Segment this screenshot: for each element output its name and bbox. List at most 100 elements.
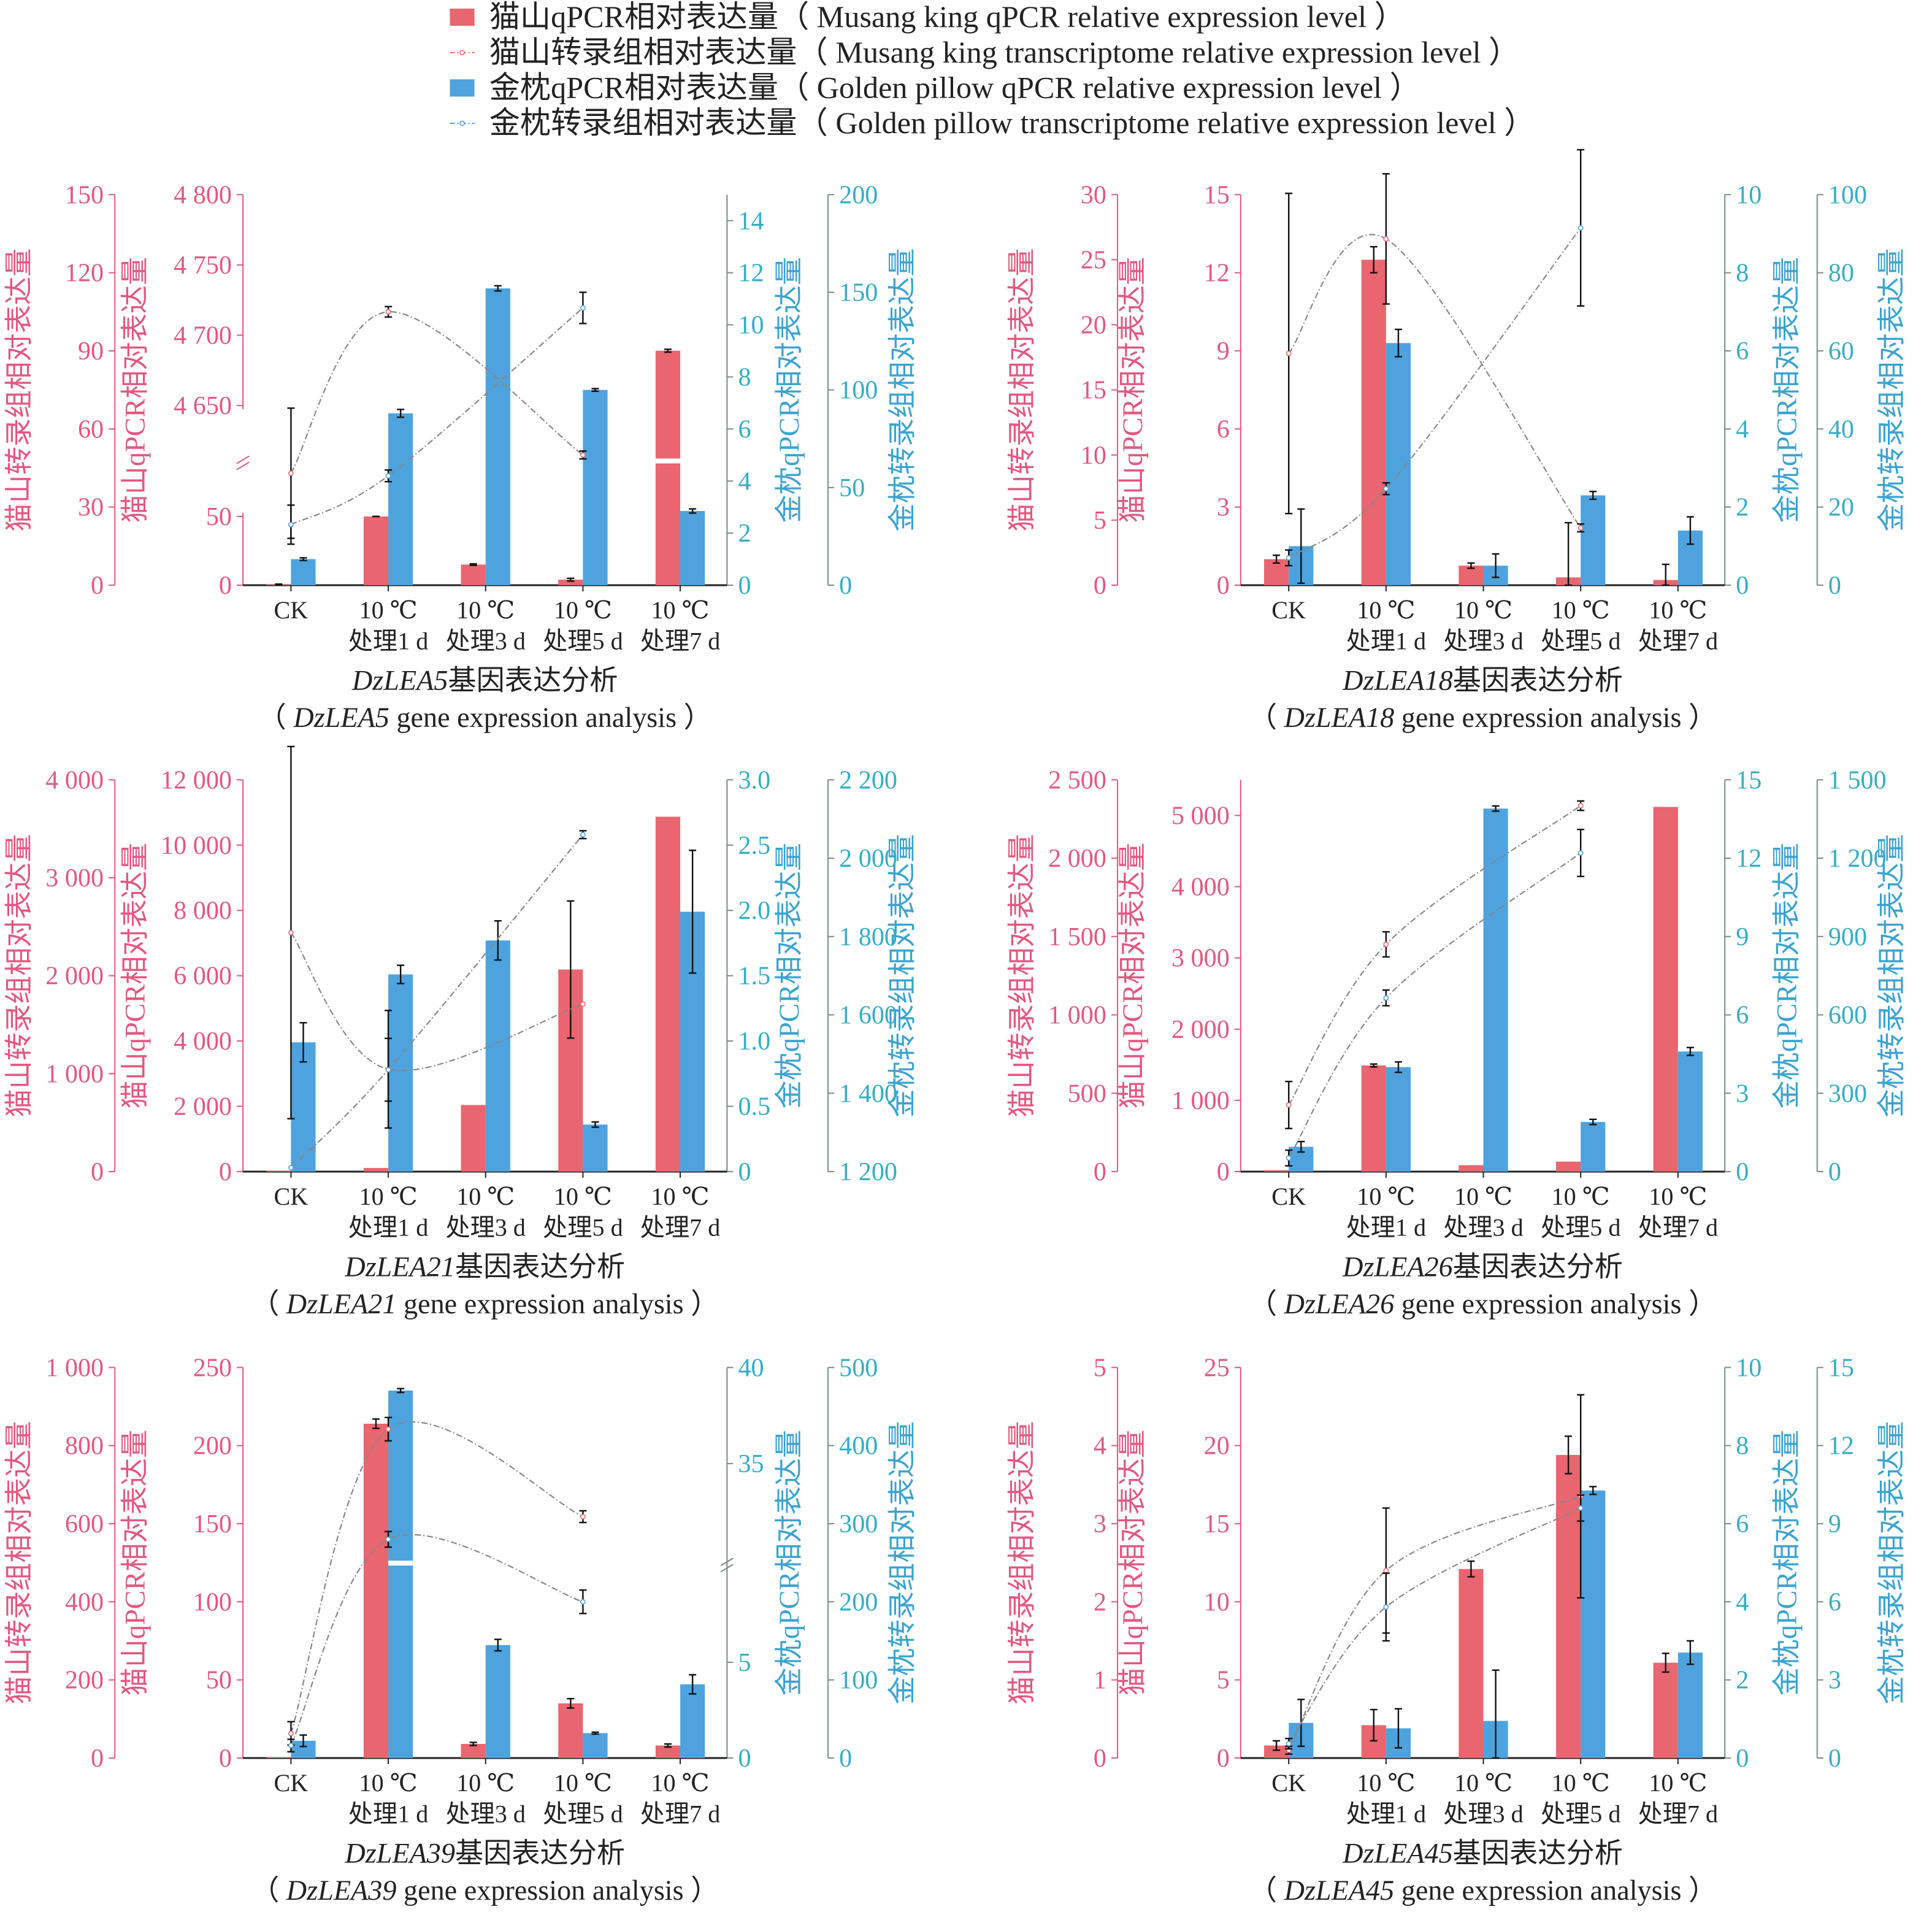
tick-label: 1.5 bbox=[738, 962, 770, 991]
panel-DzLEA18: 051015202530猫山转录组相对表达量03691215猫山qPCR相对表达… bbox=[1006, 148, 1907, 733]
axis-gp-trans: 1 200 1 400 1 600 1 800 2 000 2 200 金枕转录组相对表达量 bbox=[827, 766, 918, 1186]
bar-mk-qpcr bbox=[1459, 1568, 1484, 1758]
error-bar bbox=[1394, 328, 1402, 358]
bar-gp-qpcr bbox=[388, 413, 413, 585]
tick-label: 300 bbox=[839, 1510, 878, 1538]
tick-label: 0 bbox=[738, 1744, 751, 1773]
tick-label: 8 bbox=[1736, 1432, 1749, 1461]
error-bar bbox=[275, 583, 283, 586]
bar-mk-qpcr bbox=[558, 1703, 583, 1758]
axis-gp-qpcr: 0 5 35 40 金枕qPCR相对表达量 bbox=[720, 1353, 805, 1773]
tick-label: 100 bbox=[1828, 180, 1867, 209]
axis-title: 猫山qPCR相对表达量 bbox=[119, 843, 150, 1109]
tick-label: 200 bbox=[839, 1588, 878, 1616]
panel-subtitle-close: ） bbox=[1681, 1875, 1717, 1906]
x-tick-label: 处理3 d bbox=[1443, 1800, 1524, 1827]
error-bar bbox=[1589, 490, 1597, 501]
tick-label: 60 bbox=[1828, 337, 1854, 366]
bar-mk-qpcr bbox=[1264, 1170, 1289, 1172]
tick-label: 200 bbox=[65, 1666, 104, 1695]
tick-label: 20 bbox=[1081, 311, 1106, 340]
axis-title: 猫山qPCR相对表达量 bbox=[119, 1430, 150, 1696]
tick-label: 4 700 bbox=[174, 321, 232, 350]
tick-label: 1.0 bbox=[738, 1027, 770, 1056]
tick-label: 3 bbox=[1094, 1510, 1106, 1538]
error-bar bbox=[664, 1743, 672, 1748]
legend-item: 金枕qPCR相对表达量（ Golden pillow qPCR relative… bbox=[450, 70, 1420, 104]
x-tick-label: CK bbox=[1271, 596, 1306, 624]
line-gp-trans bbox=[290, 834, 584, 1169]
x-tick-label: 处理7 d bbox=[1638, 1213, 1719, 1241]
x-tick-label: 10 ℃ bbox=[1454, 596, 1512, 624]
point-gp-trans bbox=[1577, 850, 1584, 856]
axis-title: 金枕转录组相对表达量 bbox=[1876, 834, 1907, 1118]
line-mk-trans bbox=[290, 932, 583, 1072]
axis-title: 猫山qPCR相对表达量 bbox=[119, 257, 150, 523]
tick-label: 0 bbox=[1094, 571, 1106, 600]
point-mk-trans bbox=[1577, 803, 1584, 808]
tick-label: 15 bbox=[1081, 376, 1106, 405]
x-tick-label: 处理1 d bbox=[348, 1800, 429, 1827]
panel-subtitle-gene: DzLEA21 bbox=[286, 1288, 397, 1319]
panel-title: DzLEA39基因表达分析 bbox=[344, 1838, 625, 1869]
error-bar bbox=[494, 920, 502, 961]
tick-label: 4 bbox=[1736, 1588, 1749, 1616]
bar-gp-qpcr bbox=[388, 974, 413, 1172]
error-bar bbox=[1273, 1740, 1281, 1751]
tick-label: 20 bbox=[1204, 1432, 1230, 1461]
x-tick-label: 10 ℃ bbox=[554, 596, 612, 624]
x-tick-label: 处理1 d bbox=[1346, 1800, 1427, 1827]
axis-mk-trans: 0 5 10 15 20 25 30 猫山转录组相对表达量 bbox=[1006, 180, 1119, 600]
bar-gp-qpcr bbox=[1483, 808, 1508, 1172]
tick-label: 1 000 bbox=[1171, 1086, 1230, 1115]
axis-title: 金枕qPCR相对表达量 bbox=[773, 257, 805, 523]
legend-marker bbox=[459, 120, 465, 126]
tick-label: 0 bbox=[91, 1744, 104, 1773]
axis-gp-trans: 0 300 600 900 1 200 1 500 金枕转录组相对表达量 bbox=[1816, 766, 1907, 1186]
tick-label: 5 000 bbox=[1171, 801, 1230, 830]
tick-label: 4 750 bbox=[174, 251, 232, 280]
tick-label: 2 000 bbox=[174, 1092, 232, 1121]
axis-mk-trans: 0 200 400 600 800 1 000 猫山转录组相对表达量 bbox=[4, 1353, 116, 1773]
tick-label: 15 bbox=[1204, 1510, 1230, 1538]
tick-label: 2 000 bbox=[45, 962, 104, 991]
legend-swatch-bar bbox=[450, 9, 475, 26]
x-tick-label: 处理3 d bbox=[1443, 627, 1524, 655]
axis-title: 金枕qPCR相对表达量 bbox=[1771, 843, 1803, 1109]
tick-label: 500 bbox=[1068, 1079, 1106, 1108]
point-mk-trans bbox=[288, 1730, 294, 1737]
tick-label: 6 bbox=[1736, 1001, 1749, 1030]
axis-title: 金枕转录组相对表达量 bbox=[1876, 1421, 1907, 1705]
axis-title: 金枕qPCR相对表达量 bbox=[1771, 1430, 1803, 1696]
axis-mk-qpcr: 0 2 000 4 000 6 000 8 000 10 000 12 000 猫山qPCR相… bbox=[119, 766, 244, 1186]
panel-subtitle-close: ） bbox=[677, 702, 712, 733]
tick-label: 1 500 bbox=[1048, 923, 1106, 951]
bar-mk-qpcr bbox=[1653, 1662, 1678, 1758]
axis-title: 猫山qPCR相对表达量 bbox=[1117, 1430, 1148, 1696]
error-bar bbox=[1297, 508, 1305, 585]
panel-subtitle-text: gene expression analysis bbox=[389, 702, 677, 733]
x-tick-label: CK bbox=[274, 1183, 309, 1210]
bar-mk-qpcr bbox=[266, 1757, 291, 1758]
line-gp-trans bbox=[1288, 1507, 1581, 1745]
error-bar bbox=[1662, 1653, 1669, 1673]
x-tick-label: 10 ℃ bbox=[554, 1769, 612, 1797]
panel-subtitle-gene: DzLEA26 bbox=[1284, 1288, 1395, 1319]
x-tick-label: 处理3 d bbox=[445, 1213, 526, 1241]
error-bar bbox=[299, 1022, 307, 1063]
tick-label: 3 000 bbox=[1171, 944, 1230, 973]
line-gp-trans bbox=[290, 1534, 583, 1746]
panel-title-gene: DzLEA26 bbox=[1342, 1251, 1453, 1283]
bar-mk-qpcr bbox=[266, 1170, 291, 1172]
x-tick-label: 处理7 d bbox=[640, 1800, 721, 1827]
x-tick-label: 10 ℃ bbox=[456, 1769, 515, 1797]
bar-gp-qpcr bbox=[485, 288, 510, 585]
point-gp-trans bbox=[580, 1599, 586, 1605]
bar-mk-qpcr bbox=[1556, 1161, 1581, 1172]
tick-label: 0 bbox=[219, 1744, 232, 1773]
tick-label: 30 bbox=[78, 493, 104, 522]
tick-label: 2 bbox=[1736, 1666, 1749, 1695]
tick-label: 0 bbox=[738, 571, 751, 600]
tick-label: 30 bbox=[1081, 180, 1106, 209]
